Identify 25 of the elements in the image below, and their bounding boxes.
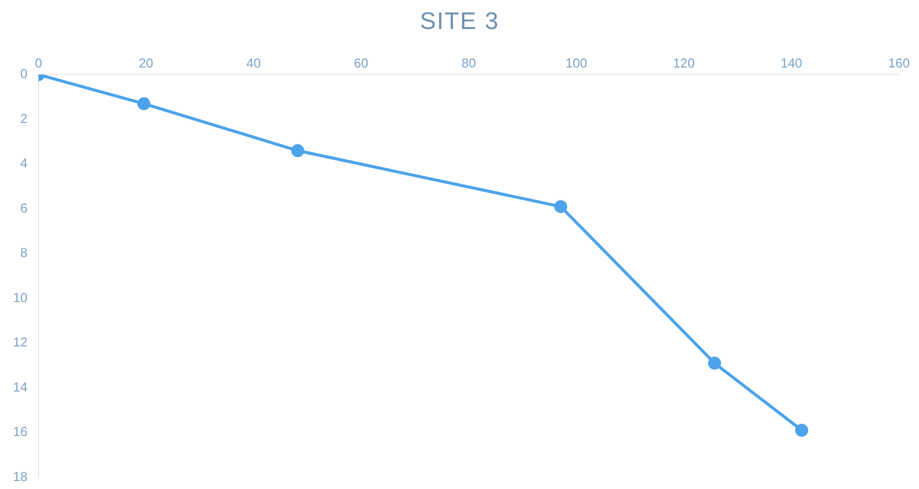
x-tick-label: 0 — [34, 55, 42, 70]
x-tick-label: 20 — [138, 55, 154, 70]
point — [795, 424, 808, 437]
point — [291, 144, 304, 158]
y-tick-label: 10 — [12, 290, 28, 305]
x-tick-label: 40 — [246, 55, 261, 70]
point — [554, 200, 568, 214]
y-tick-label: 12 — [12, 334, 28, 350]
x-tick-label: 120 — [673, 55, 695, 70]
y-tick-label: 16 — [12, 424, 28, 440]
y-tick-label: 18 — [12, 468, 28, 484]
y-tick-label: 14 — [12, 379, 28, 394]
y-tick-label: 2 — [20, 110, 28, 126]
point — [708, 356, 722, 370]
x-tick-label: 100 — [565, 55, 588, 70]
y-tick-label: 4 — [20, 156, 28, 171]
x-tick-label: 80 — [461, 55, 476, 70]
y-tick-label: 8 — [20, 245, 28, 260]
point — [137, 97, 150, 110]
x-tick-label: 140 — [780, 55, 802, 70]
x-tick-label: 160 — [888, 55, 910, 70]
chart-title: SITE 3 — [418, 8, 500, 36]
y-tick-label: 0 — [20, 66, 28, 82]
x-tick-label: 60 — [354, 55, 368, 70]
y-tick-label: 6 — [20, 200, 28, 216]
